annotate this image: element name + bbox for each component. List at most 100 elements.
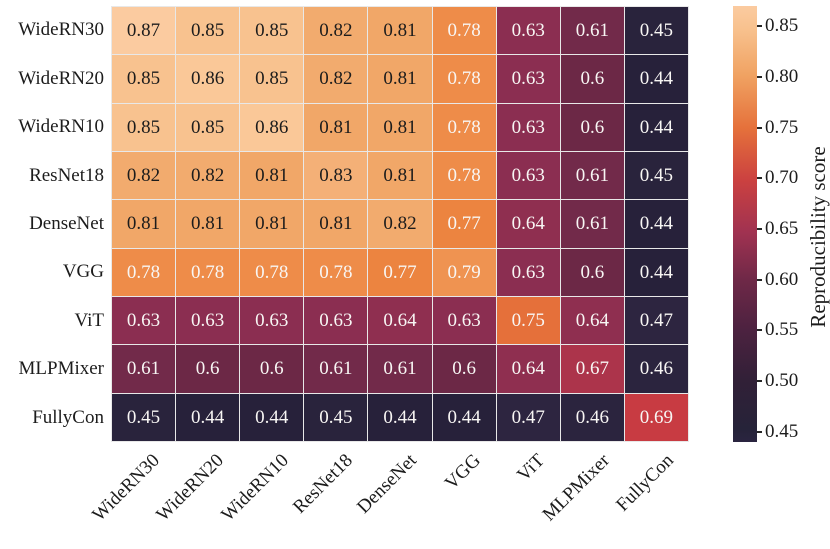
heatmap-cell: 0.78 bbox=[432, 55, 496, 103]
heatmap-cell: 0.77 bbox=[368, 248, 432, 296]
heatmap-cell: 0.78 bbox=[432, 151, 496, 200]
colorbar-tick-label: 0.60 bbox=[765, 268, 799, 290]
heatmap-cell: 0.6 bbox=[176, 345, 240, 393]
colorbar-tick-mark bbox=[757, 430, 762, 433]
heatmap-cell: 0.87 bbox=[112, 7, 176, 55]
heatmap-cell: 0.44 bbox=[368, 393, 432, 441]
colorbar-tick-label: 0.70 bbox=[765, 167, 799, 189]
heatmap-cell: 0.78 bbox=[240, 248, 304, 296]
heatmap-cell: 0.6 bbox=[560, 248, 624, 296]
row-label: WideRN20 bbox=[18, 67, 104, 89]
heatmap-cell: 0.45 bbox=[624, 7, 688, 55]
heatmap-cell: 0.45 bbox=[112, 393, 176, 441]
heatmap-cell: 0.82 bbox=[112, 151, 176, 200]
heatmap-cell: 0.77 bbox=[432, 200, 496, 248]
heatmap-cell: 0.81 bbox=[112, 200, 176, 248]
row-label: ResNet18 bbox=[29, 164, 104, 186]
heatmap-cell: 0.44 bbox=[624, 55, 688, 103]
heatmap-cell: 0.78 bbox=[432, 103, 496, 151]
heatmap-cell: 0.6 bbox=[560, 103, 624, 151]
heatmap-cell: 0.63 bbox=[496, 151, 560, 200]
heatmap-cell: 0.82 bbox=[176, 151, 240, 200]
heatmap-cell: 0.61 bbox=[560, 7, 624, 55]
colorbar-title: Reproducibility score bbox=[806, 146, 830, 328]
heatmap-cell: 0.64 bbox=[496, 200, 560, 248]
row-label: WideRN30 bbox=[18, 19, 104, 41]
heatmap-cell: 0.85 bbox=[240, 55, 304, 103]
heatmap-grid: 0.87 0.85 0.85 0.82 0.81 0.78 0.63 0.61 0.45 0.85… bbox=[111, 6, 689, 442]
heatmap-cell: 0.63 bbox=[496, 55, 560, 103]
row-label: WideRN10 bbox=[18, 116, 104, 138]
colorbar-tick-label: 0.85 bbox=[765, 15, 799, 37]
heatmap-cell: 0.63 bbox=[176, 296, 240, 345]
heatmap-cell: 0.85 bbox=[240, 7, 304, 55]
heatmap-cell: 0.85 bbox=[112, 55, 176, 103]
heatmap-cell: 0.61 bbox=[368, 345, 432, 393]
colorbar-tick-label: 0.50 bbox=[765, 370, 799, 392]
colorbar-tick-mark bbox=[757, 177, 762, 180]
heatmap-cell: 0.64 bbox=[368, 296, 432, 345]
colorbar-tick-label: 0.45 bbox=[765, 420, 799, 442]
heatmap-cell: 0.85 bbox=[176, 7, 240, 55]
heatmap-cell: 0.63 bbox=[496, 7, 560, 55]
heatmap-cell: 0.81 bbox=[368, 7, 432, 55]
heatmap-cell: 0.63 bbox=[496, 103, 560, 151]
heatmap-cell: 0.46 bbox=[560, 393, 624, 441]
heatmap-cell: 0.63 bbox=[304, 296, 368, 345]
heatmap-cell: 0.86 bbox=[240, 103, 304, 151]
heatmap-cell: 0.75 bbox=[496, 296, 560, 345]
colorbar-tick-mark bbox=[757, 278, 762, 281]
heatmap-cell: 0.61 bbox=[560, 151, 624, 200]
heatmap-cell: 0.46 bbox=[624, 345, 688, 393]
colorbar-tick-label: 0.80 bbox=[765, 65, 799, 87]
row-label: DenseNet bbox=[29, 213, 104, 234]
colorbar-tick-mark bbox=[757, 25, 762, 28]
heatmap-cell: 0.61 bbox=[304, 345, 368, 393]
colorbar-tick-mark bbox=[757, 228, 762, 231]
heatmap-cell: 0.47 bbox=[496, 393, 560, 441]
heatmap-cell: 0.64 bbox=[496, 345, 560, 393]
heatmap-cell: 0.85 bbox=[112, 103, 176, 151]
heatmap-cell: 0.44 bbox=[240, 393, 304, 441]
heatmap-cell: 0.69 bbox=[624, 393, 688, 441]
heatmap-cell: 0.63 bbox=[240, 296, 304, 345]
heatmap-cell: 0.81 bbox=[368, 103, 432, 151]
heatmap-cell: 0.78 bbox=[432, 7, 496, 55]
heatmap-cell: 0.82 bbox=[304, 7, 368, 55]
heatmap-cell: 0.45 bbox=[624, 151, 688, 200]
heatmap-cell: 0.63 bbox=[432, 296, 496, 345]
heatmap-cell: 0.61 bbox=[112, 345, 176, 393]
heatmap-cell: 0.81 bbox=[176, 200, 240, 248]
row-label: VGG bbox=[62, 261, 104, 283]
colorbar bbox=[733, 6, 757, 442]
heatmap-cell: 0.6 bbox=[240, 345, 304, 393]
heatmap-cell: 0.44 bbox=[432, 393, 496, 441]
heatmap-cell: 0.78 bbox=[176, 248, 240, 296]
colorbar-tick-mark bbox=[757, 329, 762, 332]
heatmap-cell: 0.83 bbox=[304, 151, 368, 200]
colorbar-tick-mark bbox=[757, 75, 762, 78]
heatmap-cell: 0.81 bbox=[368, 151, 432, 200]
colorbar-tick-label: 0.75 bbox=[765, 116, 799, 138]
heatmap-cell: 0.86 bbox=[176, 55, 240, 103]
heatmap-cell: 0.44 bbox=[176, 393, 240, 441]
heatmap-cell: 0.6 bbox=[560, 55, 624, 103]
colorbar-tick-mark bbox=[757, 126, 762, 129]
colorbar-tick-mark bbox=[757, 380, 762, 383]
heatmap-cell: 0.82 bbox=[368, 200, 432, 248]
heatmap-cell: 0.81 bbox=[240, 200, 304, 248]
heatmap-cell: 0.6 bbox=[432, 345, 496, 393]
heatmap-cell: 0.64 bbox=[560, 296, 624, 345]
heatmap-cell: 0.61 bbox=[560, 200, 624, 248]
heatmap-cell: 0.44 bbox=[624, 200, 688, 248]
heatmap-cell: 0.81 bbox=[368, 55, 432, 103]
heatmap-cell: 0.81 bbox=[304, 103, 368, 151]
row-label: MLPMixer bbox=[18, 358, 105, 380]
row-label: ViT bbox=[74, 309, 104, 331]
heatmap-cell: 0.47 bbox=[624, 296, 688, 345]
heatmap-cell: 0.67 bbox=[560, 345, 624, 393]
heatmap-cell: 0.85 bbox=[176, 103, 240, 151]
heatmap-cell: 0.81 bbox=[304, 200, 368, 248]
heatmap-cell: 0.63 bbox=[496, 248, 560, 296]
